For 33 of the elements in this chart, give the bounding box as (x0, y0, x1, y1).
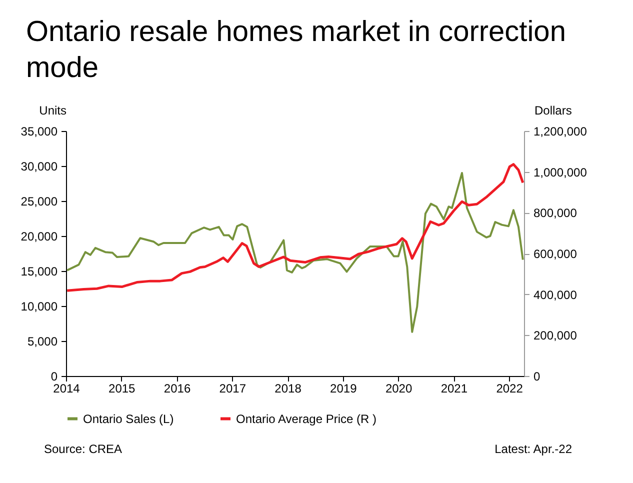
x-tick-label: 2021 (440, 382, 468, 396)
x-tick-label: 2018 (274, 382, 302, 396)
y-tick-label: 10,000 (20, 300, 58, 314)
x-tick-label: 2014 (53, 382, 80, 396)
x-tick-label: 2019 (330, 382, 358, 396)
line-series (66, 172, 524, 333)
y-tick-label: 30,000 (20, 160, 58, 174)
x-tick-label: 2017 (219, 382, 246, 396)
y2-tick-label: 0 (534, 370, 540, 384)
x-tick-label: 2020 (385, 382, 412, 396)
y2-tick-label: 600,000 (534, 247, 578, 261)
text: Latest: Apr.-22 (494, 442, 572, 456)
y-axis-title: Units (39, 104, 66, 118)
y-tick-label: 25,000 (20, 194, 58, 208)
y2-tick-label: 1,200,000 (534, 124, 588, 138)
y2-tick-label: 200,000 (534, 328, 578, 343)
y2-axis-title: Dollars (534, 104, 572, 118)
y-tick-label: 20,000 (20, 230, 58, 244)
chart-title: Ontario resale homes market in correction mode (26, 15, 567, 86)
y-tick-label: 15,000 (20, 264, 58, 278)
y-tick-label: 5,000 (27, 334, 58, 348)
y-tick-label: 0 (50, 370, 58, 384)
x-tick-label: 2015 (108, 382, 136, 396)
y2-tick-label: 400,000 (534, 288, 578, 302)
x-tick-label: 2022 (496, 382, 524, 396)
legend-label: Ontario Sales (L) (83, 412, 174, 426)
x-tick-label: 2016 (164, 382, 191, 396)
legend-label: Ontario Average Price (R ) (236, 412, 377, 426)
source-note: Source: CREA (44, 442, 122, 456)
line-series (66, 163, 524, 292)
y-tick-label: 35,000 (20, 124, 58, 138)
y2-tick-label: 800,000 (534, 206, 578, 220)
y2-tick-label: 1,000,000 (534, 165, 588, 180)
